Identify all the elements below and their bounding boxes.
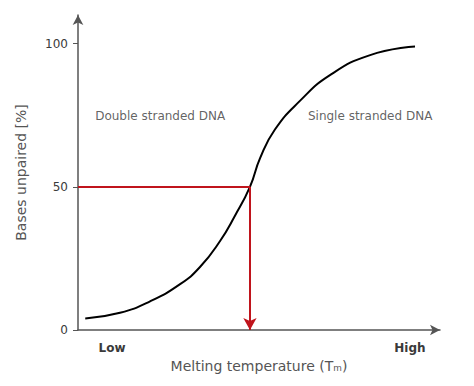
svg-text:High: High [394,341,425,355]
svg-text:Melting temperature (Tₘ): Melting temperature (Tₘ) [171,358,348,374]
svg-text:50: 50 [53,180,68,194]
svg-text:Low: Low [99,341,126,355]
svg-text:100: 100 [45,37,68,51]
svg-text:Single stranded DNA: Single stranded DNA [308,109,433,123]
svg-text:Double stranded DNA: Double stranded DNA [95,109,226,123]
svg-text:Bases unpaired [%]: Bases unpaired [%] [13,104,29,241]
svg-text:0: 0 [60,323,68,337]
